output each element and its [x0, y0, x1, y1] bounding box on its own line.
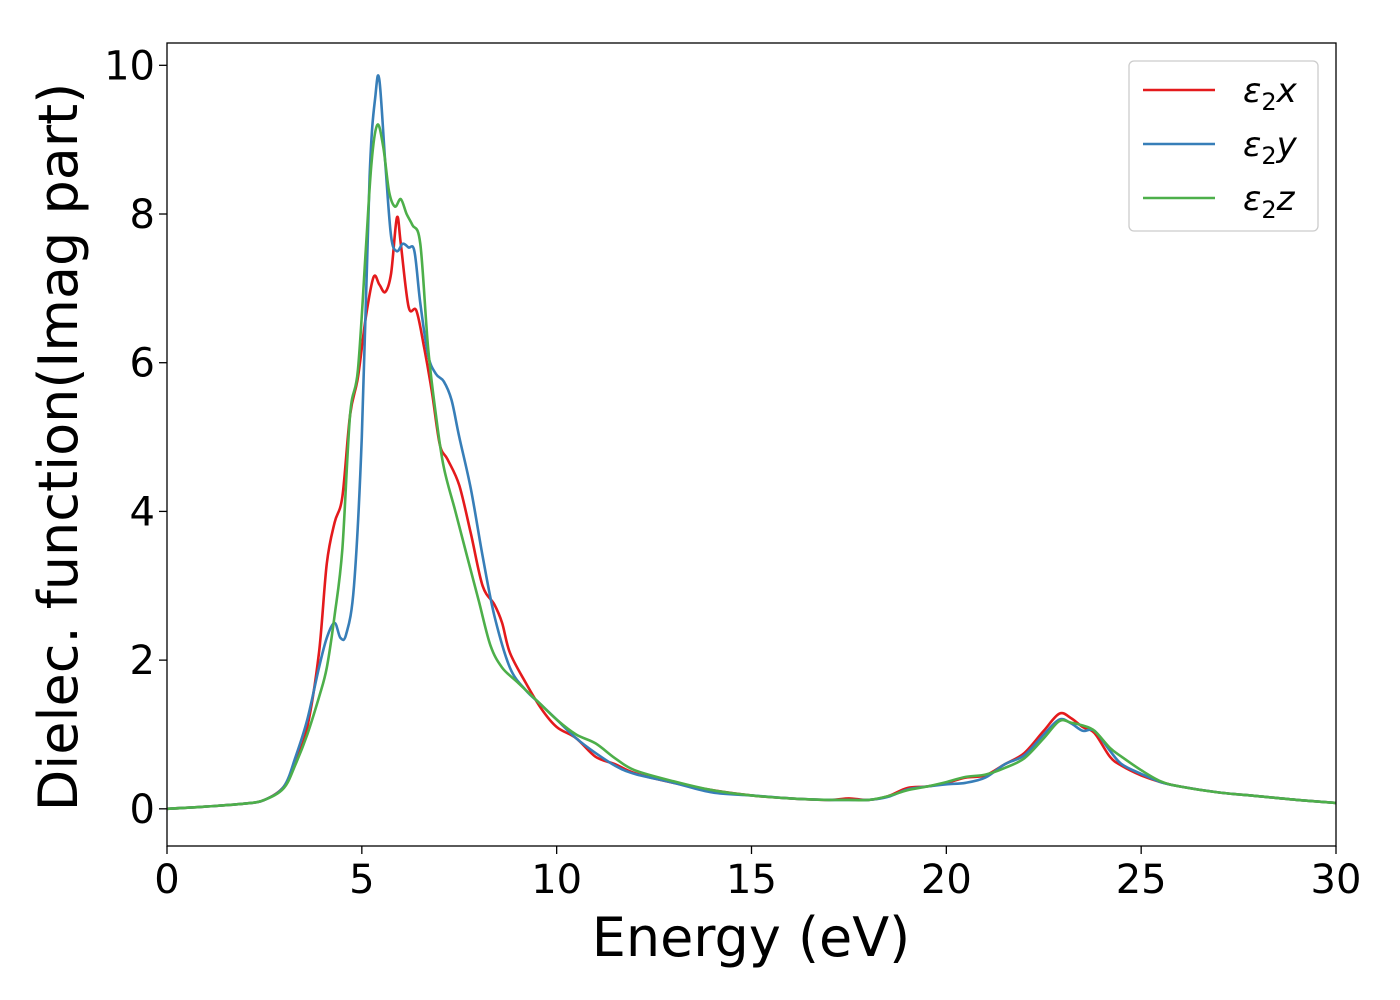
series-lines [166, 74, 1337, 811]
y-tick-label: 8 [130, 192, 155, 238]
legend-box [1128, 60, 1319, 232]
legend-label-x: ε2x [1243, 71, 1298, 116]
y-tick-label: 2 [130, 638, 155, 684]
x-tick-label: 15 [726, 857, 777, 903]
axis-ticks: 0 5 10 15 20 25 30 0 2 4 6 8 10 [104, 43, 1361, 903]
x-axis-label: Energy (eV) [592, 906, 911, 969]
legend-label-z: ε2z [1243, 179, 1296, 224]
x-tick-label: 20 [921, 857, 972, 903]
legend-label-y: ε2y [1243, 125, 1298, 170]
x-tick-label: 30 [1311, 857, 1362, 903]
y-axis-label: Dielec. function(Imag part) [27, 83, 90, 812]
x-tick-label: 5 [349, 857, 374, 903]
y-tick-label: 6 [130, 341, 155, 387]
x-tick-label: 10 [531, 857, 582, 903]
series-line-z [166, 123, 1337, 811]
plot-frame [166, 42, 1337, 847]
y-tick-label: 10 [104, 43, 155, 89]
series-line-x [166, 215, 1337, 811]
x-tick-label: 25 [1116, 857, 1167, 903]
y-tick-label: 4 [130, 489, 155, 535]
y-tick-label: 0 [130, 787, 155, 833]
legend: ε2x ε2y ε2z [1128, 60, 1319, 232]
x-tick-label: 0 [154, 857, 179, 903]
